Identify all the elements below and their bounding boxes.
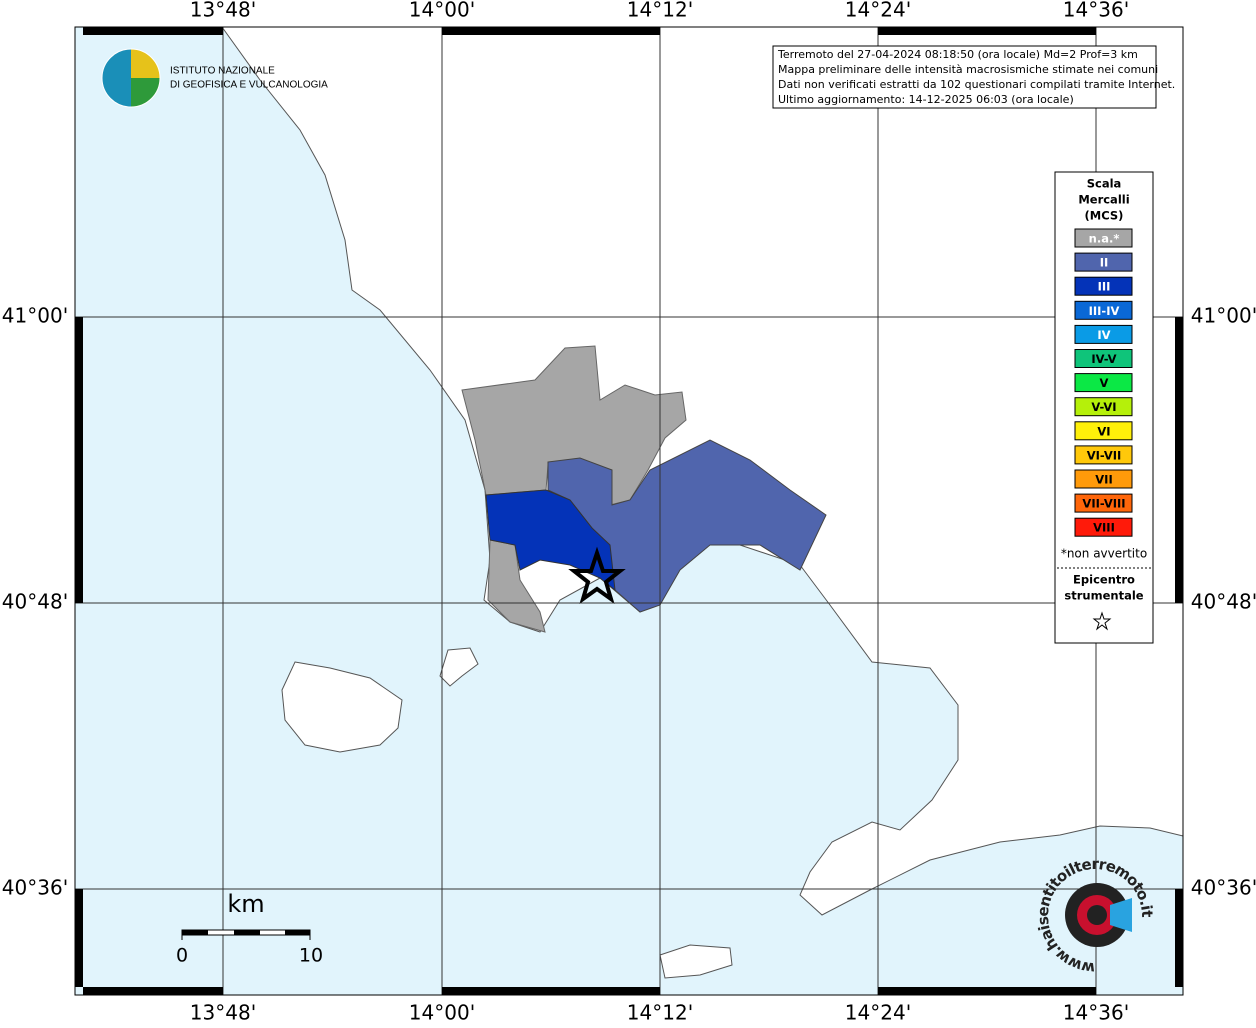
legend-swatch bbox=[1074, 276, 1133, 296]
logo-text: DI GEOFISICA E VULCANOLOGIA bbox=[170, 80, 328, 91]
legend-epicenter: Epicentro bbox=[1073, 573, 1135, 587]
legend-swatch bbox=[1074, 493, 1133, 513]
legend-label: VI-VII bbox=[1087, 448, 1122, 462]
legend-swatch bbox=[1074, 445, 1133, 465]
legend-swatch bbox=[1074, 421, 1133, 441]
procida bbox=[439, 647, 479, 687]
legend-label: III bbox=[1098, 280, 1111, 294]
lon-label: 14°36' bbox=[1063, 1001, 1129, 1025]
lon-label: 14°00' bbox=[409, 1001, 475, 1025]
legend-footnote: *non avvertito bbox=[1061, 547, 1147, 561]
legend-label: V-VI bbox=[1091, 400, 1116, 414]
legend-label: IV bbox=[1097, 328, 1110, 342]
epicenter-star bbox=[568, 546, 626, 604]
legend-swatch bbox=[1074, 300, 1133, 320]
legend-label: VII bbox=[1095, 473, 1112, 487]
legend-swatch bbox=[1074, 324, 1133, 344]
legend-swatch bbox=[1074, 252, 1133, 272]
lon-label: 14°12' bbox=[627, 1001, 693, 1025]
lat-label: 40°36' bbox=[2, 876, 68, 900]
legend-label: n.a.* bbox=[1089, 232, 1120, 246]
legend-label: VIII bbox=[1093, 521, 1115, 535]
legend-label: IV-V bbox=[1091, 352, 1116, 366]
legend-title: Scala bbox=[1087, 177, 1122, 191]
scale-label: 10 bbox=[299, 945, 323, 967]
info-box bbox=[772, 45, 1157, 109]
legend-swatch bbox=[1074, 469, 1133, 489]
lon-label: 14°36' bbox=[1063, 0, 1129, 22]
lat-label: 40°48' bbox=[2, 590, 68, 614]
legend-label: III-IV bbox=[1089, 304, 1120, 318]
info-line: Terremoto del 27-04-2024 08:18:50 (ora l… bbox=[777, 48, 1138, 61]
lon-label: 13°48' bbox=[190, 0, 256, 22]
lat-label: 41°00' bbox=[2, 304, 68, 328]
lat-label: 41°00' bbox=[1191, 304, 1256, 328]
lon-label: 14°24' bbox=[845, 1001, 911, 1025]
legend-label: II bbox=[1100, 256, 1109, 270]
legend-label: VII-VIII bbox=[1082, 497, 1125, 511]
ingv-logo: ISTITUTO NAZIONALE DI GEOFISICA E VULCAN… bbox=[101, 48, 328, 108]
legend-label: VI bbox=[1097, 424, 1110, 438]
legend-swatch bbox=[1074, 373, 1133, 393]
info-line: Ultimo aggiornamento: 14-12-2025 06:03 (… bbox=[778, 93, 1074, 106]
legend-swatch bbox=[1074, 397, 1133, 417]
frame bbox=[74, 26, 1184, 996]
legend-swatch bbox=[1074, 228, 1133, 248]
lon-label: 14°00' bbox=[409, 0, 475, 22]
logo-text: ISTITUTO NAZIONALE bbox=[170, 66, 275, 77]
info-line: Dati non verificati estratti da 102 ques… bbox=[778, 78, 1175, 91]
legend-swatch bbox=[1074, 517, 1133, 537]
legend-epicenter: strumentale bbox=[1064, 589, 1143, 603]
region-iii bbox=[485, 489, 616, 592]
legend-title: Mercalli bbox=[1078, 193, 1129, 207]
info-line: Mappa preliminare delle intensità macros… bbox=[778, 63, 1158, 76]
lon-label: 14°12' bbox=[627, 0, 693, 22]
scale-unit: km bbox=[227, 890, 264, 918]
legend-star bbox=[1092, 611, 1112, 631]
lat-label: 40°48' bbox=[1191, 590, 1256, 614]
scale-label: 0 bbox=[176, 945, 188, 967]
legend-title: (MCS) bbox=[1085, 209, 1124, 223]
lat-label: 40°36' bbox=[1191, 876, 1256, 900]
lon-label: 14°24' bbox=[845, 0, 911, 22]
legend-label: V bbox=[1100, 376, 1109, 390]
ischia bbox=[281, 661, 403, 753]
scale-bar: km 0 10 bbox=[176, 890, 323, 967]
legend-swatch bbox=[1074, 349, 1133, 368]
lon-label: 13°48' bbox=[190, 1001, 256, 1025]
capri bbox=[659, 944, 733, 979]
